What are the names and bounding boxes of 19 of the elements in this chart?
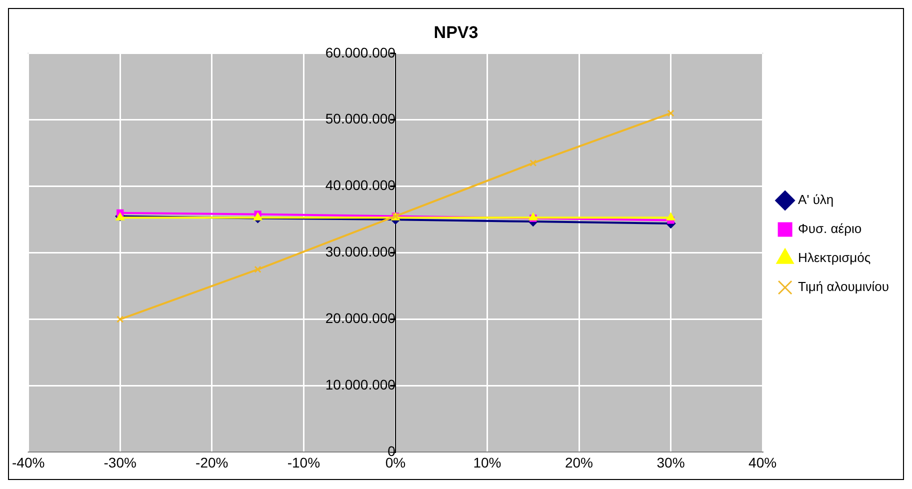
x-tick-label: -40% [12, 454, 45, 470]
legend-label: Α' ύλη [798, 192, 834, 208]
legend-label: Ηλεκτρισμός [798, 250, 871, 266]
y-tick-label: 60.000.000 [325, 44, 396, 60]
x-tick-label: 40% [748, 454, 777, 470]
chart-title: NPV3 [434, 22, 478, 42]
x-tick-label: 30% [656, 454, 685, 470]
y-tick-label: 40.000.000 [325, 177, 396, 194]
legend-label: Τιμή αλουμινίου [798, 279, 890, 294]
y-tick-label: 30.000.000 [325, 244, 396, 260]
legend-label: Φυσ. αέριο [798, 221, 862, 236]
x-tick-label: 10% [473, 454, 502, 470]
y-tick-label: 20.000.000 [325, 310, 396, 326]
x-tick-label: -20% [196, 454, 228, 470]
x-tick-label: 20% [564, 454, 594, 470]
y-tick-label: 10.000.000 [325, 376, 396, 393]
x-tick-label: -10% [287, 454, 320, 470]
x-tick-label: -30% [104, 454, 136, 470]
y-tick-label: 50.000.000 [325, 110, 396, 127]
